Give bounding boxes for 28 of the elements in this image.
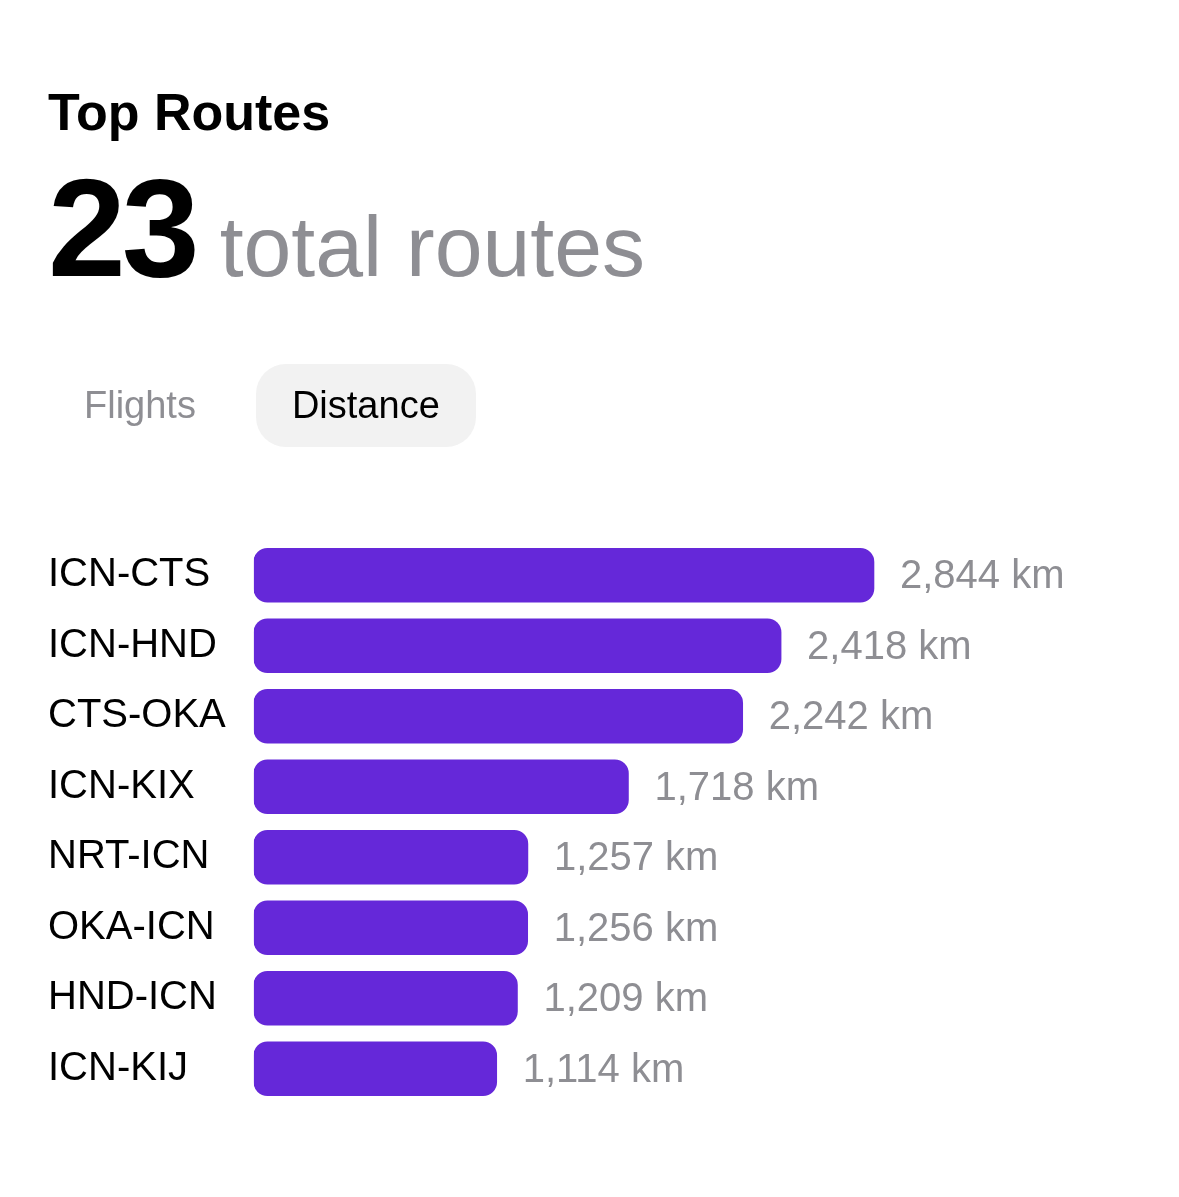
y-tick-label: HND-ICN [48, 973, 217, 1018]
data-label: 2,418 km [807, 622, 972, 667]
bar [253, 547, 875, 603]
data-label: 1,256 km [553, 904, 719, 949]
data-label: 1,114 km [522, 1045, 685, 1090]
data-label: 1,209 km [543, 975, 708, 1020]
data-label: 2,844 km [899, 552, 1065, 597]
text: Flights [83, 383, 197, 428]
y-tick-label: ICN-KIJ [48, 1043, 188, 1088]
data-label: 2,242 km [768, 693, 934, 738]
data-label: 1,257 km [553, 834, 719, 879]
y-tick-label: OKA-ICN [48, 902, 215, 947]
chart-subtitle: 23 total routes [48, 149, 646, 306]
text: Distance [255, 364, 476, 447]
chart-title: Top Routes [48, 82, 331, 142]
bar [253, 688, 744, 744]
data-label: 1,718 km [654, 763, 819, 808]
bar [253, 759, 629, 815]
bar [253, 618, 782, 674]
y-tick-label: NRT-ICN [48, 832, 210, 877]
y-tick-label: ICN-KIX [48, 761, 195, 806]
y-tick-label: ICN-CTS [48, 550, 211, 595]
y-tick-label: ICN-HND [48, 620, 217, 665]
bar [253, 829, 529, 885]
bar [253, 900, 529, 956]
bar [253, 1041, 498, 1097]
bar [253, 970, 518, 1026]
y-tick-label: CTS-OKA [48, 691, 227, 736]
